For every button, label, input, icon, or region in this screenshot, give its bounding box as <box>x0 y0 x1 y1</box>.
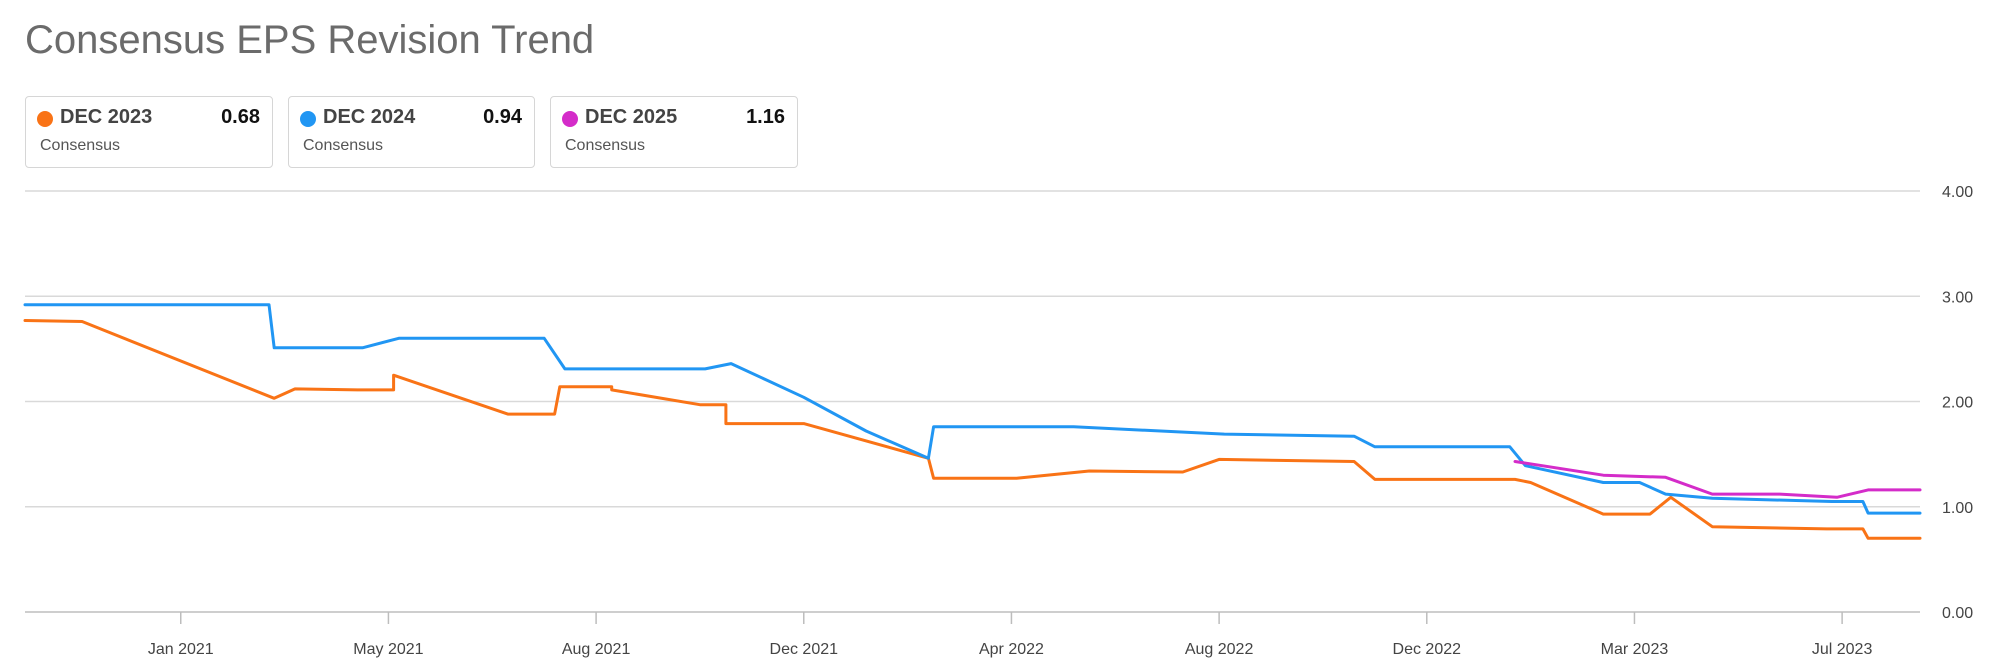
legend-dot-icon <box>562 111 578 127</box>
y-tick-label: 2.00 <box>1942 395 1973 412</box>
legend-name: DEC 2024 <box>323 106 416 128</box>
legend-sub: Consensus <box>565 137 646 154</box>
x-tick-label: Mar 2023 <box>1601 641 1669 658</box>
legend-sub: Consensus <box>40 137 121 154</box>
legend-card-dec-2024[interactable]: DEC 2024 0.94 Consensus <box>288 96 535 168</box>
x-tick-label: Aug 2022 <box>1185 641 1254 658</box>
series-line-dec-2025 <box>1513 460 1922 499</box>
legend-name: DEC 2025 <box>585 106 678 128</box>
y-tick-label: 1.00 <box>1942 500 1973 517</box>
legend-sub: Consensus <box>303 137 384 154</box>
legend-value: 1.16 <box>746 106 785 128</box>
x-tick-label: Dec 2022 <box>1393 641 1462 658</box>
y-tick-label: 4.00 <box>1942 184 1973 201</box>
chart-title: Consensus EPS Revision Trend <box>25 18 595 62</box>
x-tick-label: Apr 2022 <box>979 641 1044 658</box>
legend-card-dec-2025[interactable]: DEC 2025 1.16 Consensus <box>550 96 798 168</box>
x-tick-label: May 2021 <box>353 641 423 658</box>
y-tick-label: 0.00 <box>1942 605 1973 622</box>
x-tick-label: Dec 2021 <box>770 641 839 658</box>
x-tick-label: Jul 2023 <box>1812 641 1873 658</box>
legend-value: 0.94 <box>483 106 522 128</box>
legend-name: DEC 2023 <box>60 106 153 128</box>
legend-card-dec-2023[interactable]: DEC 2023 0.68 Consensus <box>25 96 273 168</box>
legend-dot-icon <box>37 111 53 127</box>
y-tick-label: 3.00 <box>1942 289 1973 306</box>
series-line-dec-2023 <box>23 319 1922 540</box>
x-tick-label: Aug 2021 <box>562 641 631 658</box>
legend-dot-icon <box>300 111 316 127</box>
series-line-dec-2024 <box>23 303 1922 515</box>
x-tick-label: Jan 2021 <box>148 641 214 658</box>
legend-value: 0.68 <box>221 106 260 128</box>
